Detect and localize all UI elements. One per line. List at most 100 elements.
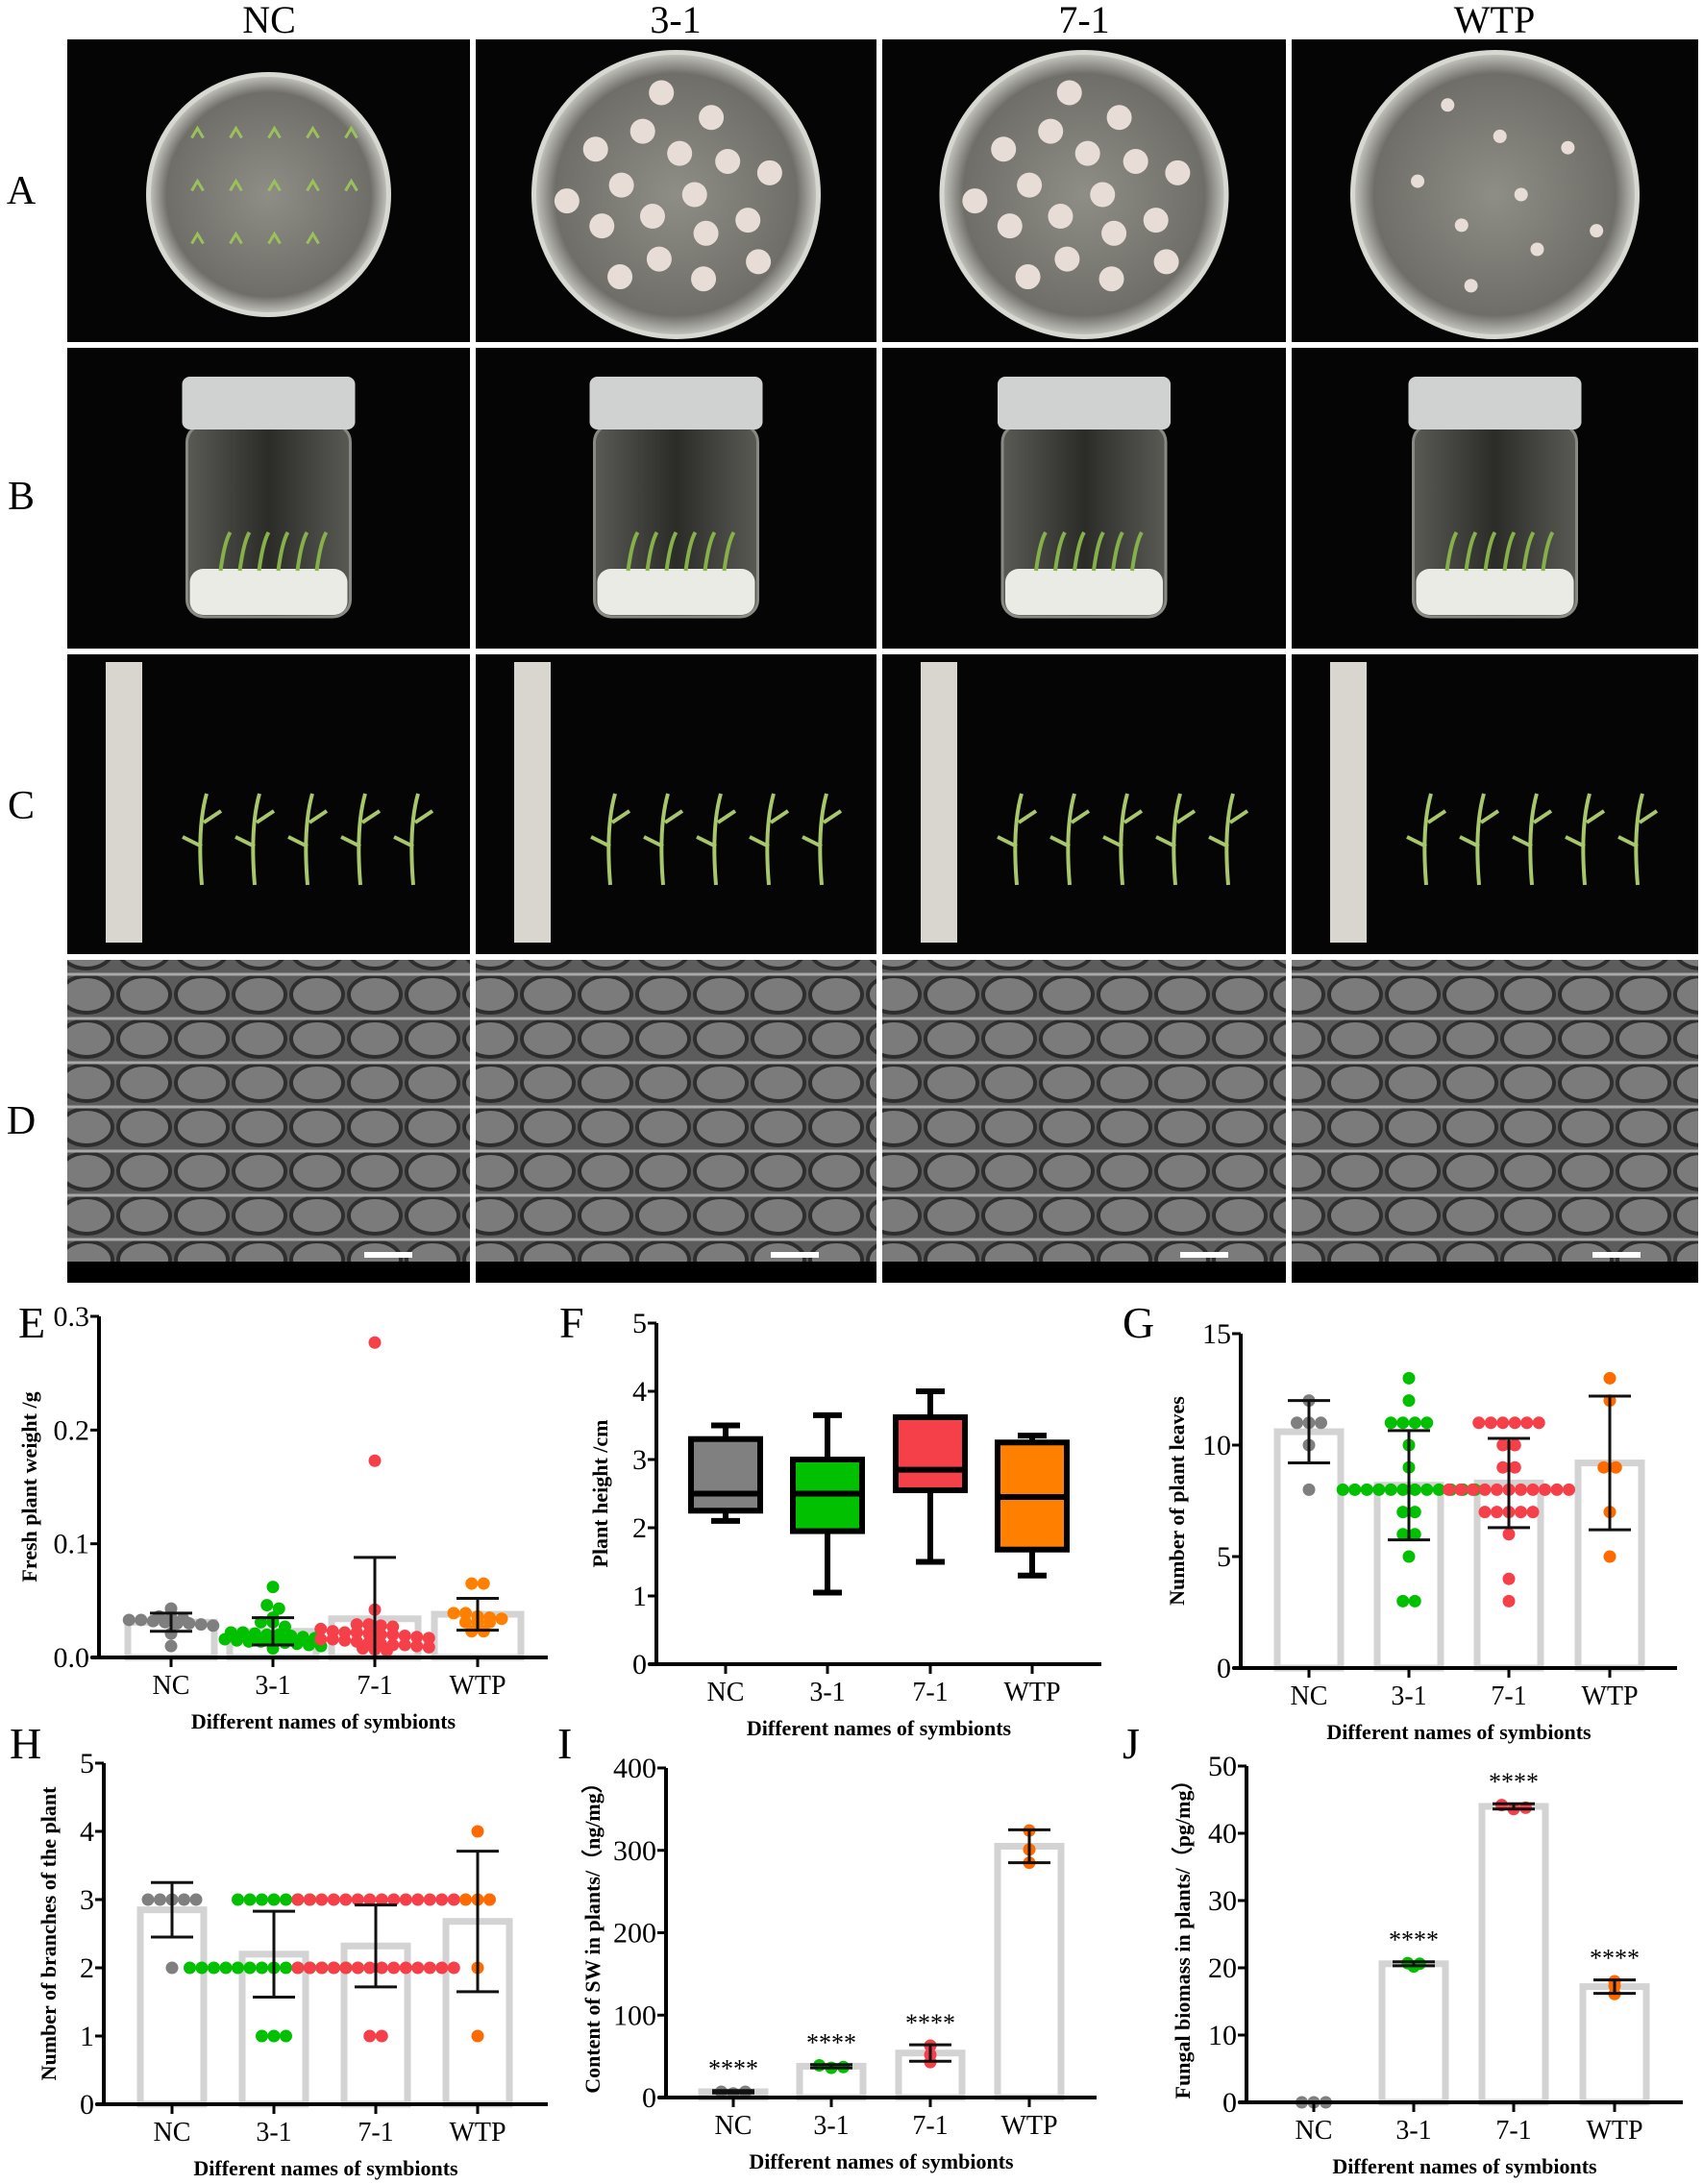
fungal-colony [1590, 224, 1604, 238]
x-tick-label: 3-1 [255, 1671, 290, 1701]
fungal-colony [1530, 242, 1544, 257]
significance-label: **** [1489, 1768, 1539, 1796]
x-tick-label: WTP [1586, 2116, 1642, 2146]
data-point [1315, 1416, 1327, 1430]
data-point [1384, 1483, 1397, 1496]
data-point [1478, 1483, 1492, 1496]
data-point [338, 1633, 352, 1647]
y-axis-title: Plant height /cm [588, 1420, 612, 1568]
data-point [375, 1893, 388, 1906]
box [688, 1436, 763, 1514]
panel-label: I [557, 1719, 572, 1768]
y-tick-label: 4 [80, 1816, 94, 1848]
data-point [1454, 1483, 1468, 1496]
y-tick-label: 10 [1208, 2020, 1237, 2051]
x-tick-label: NC [153, 1671, 190, 1701]
x-tick-label: NC [715, 2111, 753, 2141]
data-point [280, 1893, 292, 1906]
data-point [1402, 1550, 1416, 1563]
data-point [1563, 1483, 1575, 1496]
data-point [1502, 1572, 1516, 1585]
data-point [1508, 1460, 1521, 1474]
fungal-colony [1074, 140, 1100, 166]
seedling [306, 125, 320, 139]
bar [1478, 1803, 1549, 2106]
fungal-colony [1098, 266, 1124, 292]
data-point [459, 1893, 472, 1906]
column-header-wtp: WTP [1454, 0, 1535, 41]
culture-medium [1005, 569, 1163, 615]
fungal-colony [997, 213, 1023, 239]
data-point [381, 1644, 393, 1657]
data-point [243, 1961, 257, 1975]
photo-c-nc [67, 654, 470, 954]
data-point [178, 1893, 190, 1906]
x-axis-title: Different names of symbionts [1332, 2154, 1597, 2178]
data-point [1467, 1483, 1479, 1496]
sem-image [1292, 960, 1698, 1283]
fungal-colony [589, 213, 615, 239]
fungal-colony [667, 140, 693, 166]
data-point [362, 1618, 376, 1632]
y-tick-label: 100 [613, 2000, 656, 2031]
data-point [232, 1961, 244, 1975]
fungal-colony [1454, 218, 1469, 233]
photo-b-nc [67, 348, 470, 649]
photo-d-7-1 [882, 960, 1286, 1283]
data-point [1508, 1438, 1521, 1452]
photo-grid [67, 39, 1698, 1283]
y-tick-label: 0 [642, 2082, 656, 2114]
data-point [374, 1619, 387, 1632]
data-point [1484, 1416, 1497, 1430]
data-point [314, 1632, 328, 1646]
y-tick-label: 200 [613, 1918, 656, 1950]
fungal-colony [1056, 80, 1082, 106]
plantlet [314, 530, 329, 572]
fungal-colony [1464, 279, 1478, 293]
fungal-colony [746, 249, 772, 275]
data-point [387, 1961, 401, 1975]
data-point [423, 1893, 436, 1906]
data-point [1396, 1506, 1410, 1519]
culture-medium [189, 569, 348, 615]
x-tick-label: 7-1 [1495, 2116, 1531, 2146]
plant-sample [1208, 793, 1249, 886]
data-point [303, 1638, 315, 1652]
data-point [1408, 1416, 1421, 1430]
y-tick-label: 0.0 [54, 1642, 90, 1674]
plantlet [703, 530, 717, 572]
plant-sample [287, 793, 329, 886]
plant-sample [997, 793, 1038, 886]
box [893, 1413, 968, 1493]
sem-image [67, 960, 470, 1283]
culture-medium [597, 569, 755, 615]
data-point [1384, 1416, 1397, 1430]
data-point [339, 1893, 353, 1906]
data-point [357, 1642, 369, 1656]
data-point [1550, 1483, 1564, 1496]
x-tick-label: 3-1 [1391, 1681, 1426, 1711]
data-point [1372, 1483, 1386, 1496]
data-point [1609, 1460, 1622, 1474]
data-point [170, 1617, 184, 1630]
x-tick-label: 7-1 [1491, 1681, 1526, 1711]
data-point [477, 1577, 490, 1590]
plant-sample [1617, 793, 1659, 886]
x-tick-label: 7-1 [912, 2111, 948, 2141]
scale-bar [1180, 1252, 1228, 1258]
photo-d-3-1 [476, 960, 876, 1283]
seedling [267, 125, 282, 139]
data-point [1502, 1528, 1516, 1541]
data-point [374, 1628, 387, 1641]
data-point [435, 1961, 449, 1975]
x-tick-label: WTP [1003, 1678, 1060, 1707]
data-point [189, 1893, 203, 1906]
scale-bar [364, 1252, 412, 1258]
data-point [159, 1615, 172, 1629]
data-point [495, 1612, 508, 1626]
data-point [1402, 1371, 1416, 1385]
data-point [135, 1613, 148, 1627]
data-point [1496, 1438, 1510, 1452]
data-point [1603, 1550, 1617, 1563]
